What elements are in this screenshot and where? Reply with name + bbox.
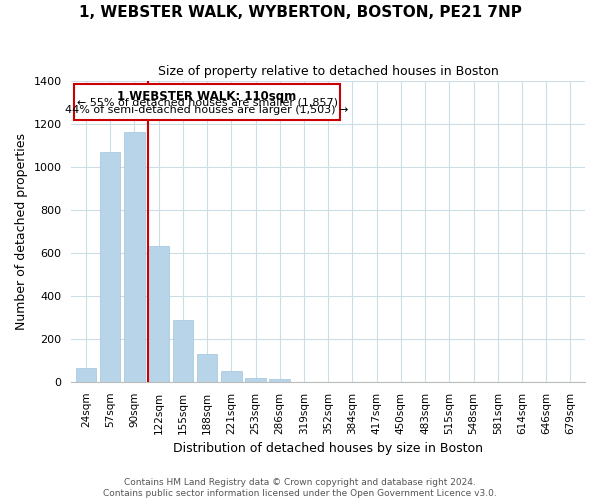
Bar <box>245 378 266 382</box>
Title: Size of property relative to detached houses in Boston: Size of property relative to detached ho… <box>158 65 499 78</box>
Bar <box>269 378 290 382</box>
Bar <box>197 354 217 382</box>
Bar <box>124 132 145 382</box>
Bar <box>173 320 193 382</box>
Text: 44% of semi-detached houses are larger (1,503) →: 44% of semi-detached houses are larger (… <box>65 106 349 116</box>
Bar <box>221 372 242 382</box>
Bar <box>74 84 340 120</box>
Bar <box>148 246 169 382</box>
Y-axis label: Number of detached properties: Number of detached properties <box>15 132 28 330</box>
Text: Contains HM Land Registry data © Crown copyright and database right 2024.
Contai: Contains HM Land Registry data © Crown c… <box>103 478 497 498</box>
Text: 1, WEBSTER WALK, WYBERTON, BOSTON, PE21 7NP: 1, WEBSTER WALK, WYBERTON, BOSTON, PE21 … <box>79 5 521 20</box>
Bar <box>100 152 121 382</box>
Text: ← 55% of detached houses are smaller (1,857): ← 55% of detached houses are smaller (1,… <box>77 98 338 108</box>
X-axis label: Distribution of detached houses by size in Boston: Distribution of detached houses by size … <box>173 442 483 455</box>
Bar <box>76 368 96 382</box>
Text: 1 WEBSTER WALK: 110sqm: 1 WEBSTER WALK: 110sqm <box>118 90 296 103</box>
